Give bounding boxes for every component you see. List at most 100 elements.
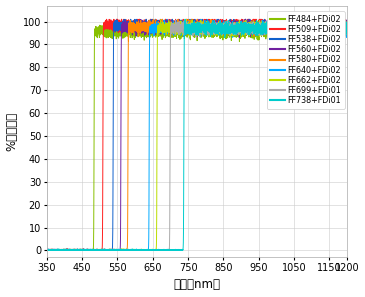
Line: FF640+FDi02: FF640+FDi02: [47, 19, 347, 250]
FF538+FDi02: [99, 249, 104, 252]
FF640+FDi02: [225, 26, 229, 29]
FF560+FDi02: [225, 27, 229, 30]
Line: FF484+FDi02: FF484+FDi02: [47, 23, 347, 250]
FF738+FDi01: [269, 24, 273, 28]
FF484+FDi02: [99, 29, 104, 32]
FF560+FDi02: [197, 18, 201, 21]
FF580+FDi02: [74, 249, 79, 252]
FF738+FDi01: [345, 32, 349, 35]
FF538+FDi02: [160, 21, 164, 24]
FF738+FDi01: [45, 249, 49, 252]
FF640+FDi02: [292, 28, 296, 32]
FF662+FDi02: [269, 28, 273, 32]
FF662+FDi02: [292, 26, 296, 29]
FF484+FDi02: [269, 29, 273, 33]
FF738+FDi01: [183, 18, 187, 21]
FF484+FDi02: [345, 30, 349, 34]
FF640+FDi02: [269, 26, 273, 30]
FF699+FDi01: [269, 27, 273, 30]
FF509+FDi02: [269, 24, 273, 28]
FF640+FDi02: [160, 28, 164, 31]
FF560+FDi02: [99, 249, 104, 252]
FF699+FDi01: [345, 26, 349, 30]
FF509+FDi02: [225, 23, 229, 26]
FF538+FDi02: [292, 23, 296, 26]
FF738+FDi01: [160, 249, 164, 252]
FF560+FDi02: [345, 26, 349, 30]
FF509+FDi02: [99, 249, 104, 252]
FF699+FDi01: [322, 18, 326, 21]
Line: FF509+FDi02: FF509+FDi02: [47, 19, 347, 250]
FF538+FDi02: [345, 24, 349, 27]
FF738+FDi01: [240, 29, 245, 33]
FF560+FDi02: [292, 26, 296, 30]
FF560+FDi02: [269, 23, 273, 27]
FF538+FDi02: [123, 18, 127, 21]
FF538+FDi02: [45, 249, 49, 252]
FF538+FDi02: [269, 28, 273, 31]
FF580+FDi02: [345, 24, 349, 27]
FF580+FDi02: [292, 20, 296, 24]
FF699+FDi01: [160, 248, 164, 252]
FF699+FDi01: [225, 24, 229, 27]
FF484+FDi02: [160, 29, 164, 33]
FF580+FDi02: [45, 249, 49, 252]
Line: FF538+FDi02: FF538+FDi02: [47, 19, 347, 250]
Line: FF738+FDi01: FF738+FDi01: [47, 19, 347, 250]
FF560+FDi02: [48, 249, 52, 252]
FF699+FDi01: [45, 249, 49, 252]
FF484+FDi02: [225, 27, 229, 31]
FF662+FDi02: [345, 25, 349, 28]
FF560+FDi02: [240, 22, 245, 26]
FF738+FDi01: [99, 249, 103, 252]
FF538+FDi02: [225, 21, 229, 25]
FF560+FDi02: [160, 23, 164, 27]
FF699+FDi01: [135, 249, 139, 252]
FF662+FDi02: [99, 248, 104, 252]
FF662+FDi02: [160, 22, 164, 26]
Line: FF580+FDi02: FF580+FDi02: [47, 19, 347, 250]
FF484+FDi02: [151, 22, 156, 25]
FF640+FDi02: [240, 28, 245, 31]
FF738+FDi01: [292, 21, 296, 24]
FF640+FDi02: [124, 249, 128, 252]
FF580+FDi02: [99, 248, 104, 252]
FF509+FDi02: [292, 24, 296, 28]
FF538+FDi02: [91, 249, 96, 252]
X-axis label: 波长（nm）: 波长（nm）: [173, 279, 220, 291]
Line: FF662+FDi02: FF662+FDi02: [47, 19, 347, 250]
FF640+FDi02: [199, 18, 203, 21]
Legend: FF484+FDi02, FF509+FDi02, FF538+FDi02, FF560+FDi02, FF580+FDi02, FF640+FDi02, FF: FF484+FDi02, FF509+FDi02, FF538+FDi02, F…: [267, 11, 345, 108]
FF662+FDi02: [184, 18, 189, 21]
FF560+FDi02: [45, 248, 49, 252]
Line: FF699+FDi01: FF699+FDi01: [47, 19, 347, 250]
FF699+FDi01: [99, 248, 103, 252]
FF538+FDi02: [240, 29, 245, 32]
FF509+FDi02: [58, 249, 62, 252]
FF580+FDi02: [160, 25, 164, 29]
FF580+FDi02: [240, 28, 245, 32]
FF484+FDi02: [240, 33, 245, 37]
FF640+FDi02: [45, 248, 49, 252]
FF509+FDi02: [104, 18, 109, 21]
FF662+FDi02: [225, 28, 229, 31]
FF640+FDi02: [345, 35, 349, 38]
FF580+FDi02: [160, 18, 164, 21]
FF484+FDi02: [45, 249, 49, 252]
Line: FF560+FDi02: FF560+FDi02: [47, 19, 347, 250]
FF662+FDi02: [47, 249, 51, 252]
FF509+FDi02: [45, 249, 49, 252]
FF484+FDi02: [292, 34, 296, 38]
FF580+FDi02: [225, 30, 229, 33]
FF640+FDi02: [99, 248, 103, 252]
FF509+FDi02: [345, 22, 349, 26]
FF699+FDi01: [292, 25, 296, 29]
FF662+FDi02: [240, 29, 245, 32]
FF580+FDi02: [269, 28, 273, 32]
FF509+FDi02: [160, 29, 164, 32]
FF509+FDi02: [240, 24, 245, 27]
FF738+FDi01: [225, 25, 229, 29]
FF738+FDi01: [137, 249, 142, 252]
FF484+FDi02: [88, 249, 93, 252]
Y-axis label: %频道过滤: %频道过滤: [5, 112, 19, 151]
